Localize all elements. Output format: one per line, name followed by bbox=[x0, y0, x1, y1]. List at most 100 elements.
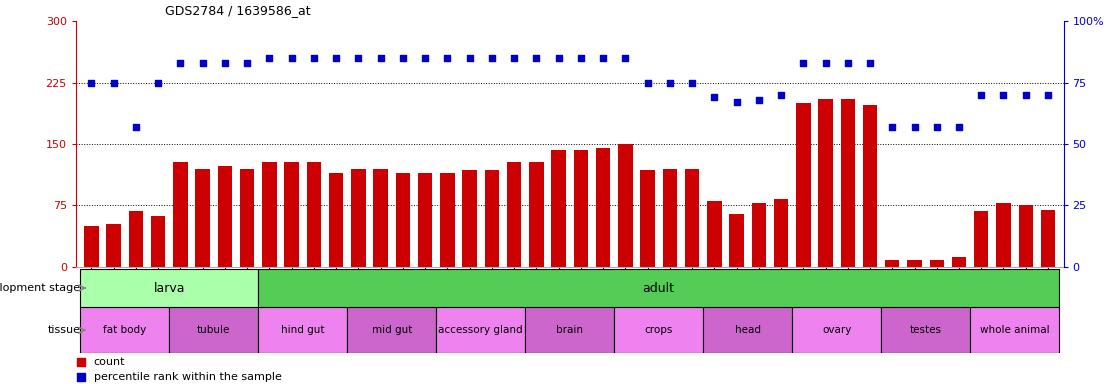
Point bbox=[550, 55, 568, 61]
Bar bbox=[307, 162, 321, 267]
Bar bbox=[1041, 210, 1056, 267]
Point bbox=[728, 99, 745, 105]
Bar bbox=[529, 162, 543, 267]
Bar bbox=[685, 169, 700, 267]
Bar bbox=[997, 203, 1011, 267]
Point bbox=[394, 55, 412, 61]
Bar bbox=[796, 103, 810, 267]
Point bbox=[571, 55, 589, 61]
Point bbox=[616, 55, 634, 61]
Bar bbox=[396, 173, 410, 267]
Bar bbox=[730, 214, 743, 267]
Point bbox=[483, 55, 501, 61]
Bar bbox=[526, 307, 614, 353]
Bar bbox=[374, 169, 388, 267]
Bar bbox=[907, 260, 922, 267]
Bar bbox=[840, 99, 855, 267]
Point bbox=[638, 79, 656, 86]
Point bbox=[416, 55, 434, 61]
Point bbox=[927, 124, 945, 130]
Point bbox=[817, 60, 835, 66]
Point bbox=[839, 60, 857, 66]
Text: tissue: tissue bbox=[47, 325, 80, 335]
Text: larva: larva bbox=[154, 281, 185, 295]
Point bbox=[1039, 92, 1057, 98]
Text: whole animal: whole animal bbox=[980, 325, 1049, 335]
Bar bbox=[218, 166, 232, 267]
Text: GDS2784 / 1639586_at: GDS2784 / 1639586_at bbox=[165, 4, 310, 17]
Bar bbox=[285, 162, 299, 267]
Point bbox=[461, 55, 479, 61]
Point bbox=[327, 55, 345, 61]
Bar bbox=[574, 150, 588, 267]
Point bbox=[105, 79, 123, 86]
Point bbox=[305, 55, 323, 61]
Point bbox=[705, 94, 723, 100]
Bar bbox=[440, 173, 454, 267]
Point bbox=[194, 60, 212, 66]
Text: accessory gland: accessory gland bbox=[439, 325, 523, 335]
Bar bbox=[641, 170, 655, 267]
Text: development stage: development stage bbox=[0, 283, 80, 293]
Point bbox=[349, 55, 367, 61]
Bar bbox=[195, 169, 210, 267]
Bar bbox=[128, 211, 143, 267]
Bar bbox=[329, 173, 344, 267]
Point bbox=[71, 359, 89, 365]
Bar bbox=[417, 173, 432, 267]
Bar bbox=[885, 260, 899, 267]
Text: percentile rank within the sample: percentile rank within the sample bbox=[94, 372, 281, 382]
Point bbox=[528, 55, 546, 61]
Bar bbox=[751, 203, 766, 267]
Bar bbox=[80, 307, 170, 353]
Point bbox=[150, 79, 167, 86]
Bar bbox=[170, 307, 258, 353]
Text: crops: crops bbox=[645, 325, 673, 335]
Point bbox=[795, 60, 812, 66]
Point bbox=[884, 124, 902, 130]
Bar bbox=[262, 162, 277, 267]
Bar bbox=[347, 307, 436, 353]
Bar bbox=[258, 307, 347, 353]
Bar bbox=[614, 307, 703, 353]
Bar bbox=[930, 260, 944, 267]
Point bbox=[282, 55, 300, 61]
Bar bbox=[792, 307, 882, 353]
Text: mid gut: mid gut bbox=[372, 325, 412, 335]
Bar bbox=[84, 226, 98, 267]
Point bbox=[172, 60, 190, 66]
Point bbox=[439, 55, 456, 61]
Bar bbox=[151, 216, 165, 267]
Text: tubule: tubule bbox=[198, 325, 231, 335]
Bar bbox=[703, 307, 792, 353]
Text: hind gut: hind gut bbox=[281, 325, 325, 335]
Point bbox=[372, 55, 389, 61]
Point bbox=[683, 79, 701, 86]
Point bbox=[1017, 92, 1035, 98]
Point bbox=[772, 92, 790, 98]
Point bbox=[127, 124, 145, 130]
Point bbox=[994, 92, 1012, 98]
Bar bbox=[258, 269, 1059, 307]
Text: fat body: fat body bbox=[103, 325, 146, 335]
Bar bbox=[708, 201, 722, 267]
Point bbox=[905, 124, 923, 130]
Bar bbox=[507, 162, 521, 267]
Point bbox=[83, 79, 100, 86]
Bar bbox=[618, 144, 633, 267]
Text: ovary: ovary bbox=[822, 325, 852, 335]
Text: brain: brain bbox=[556, 325, 584, 335]
Point bbox=[750, 97, 768, 103]
Bar bbox=[952, 257, 966, 267]
Point bbox=[260, 55, 278, 61]
Bar bbox=[773, 199, 788, 267]
Bar bbox=[484, 170, 499, 267]
Bar bbox=[863, 105, 877, 267]
Point bbox=[661, 79, 679, 86]
Bar bbox=[818, 99, 833, 267]
Bar bbox=[462, 170, 477, 267]
Text: count: count bbox=[94, 357, 125, 367]
Text: testes: testes bbox=[910, 325, 942, 335]
Bar bbox=[240, 169, 254, 267]
Bar bbox=[173, 162, 187, 267]
